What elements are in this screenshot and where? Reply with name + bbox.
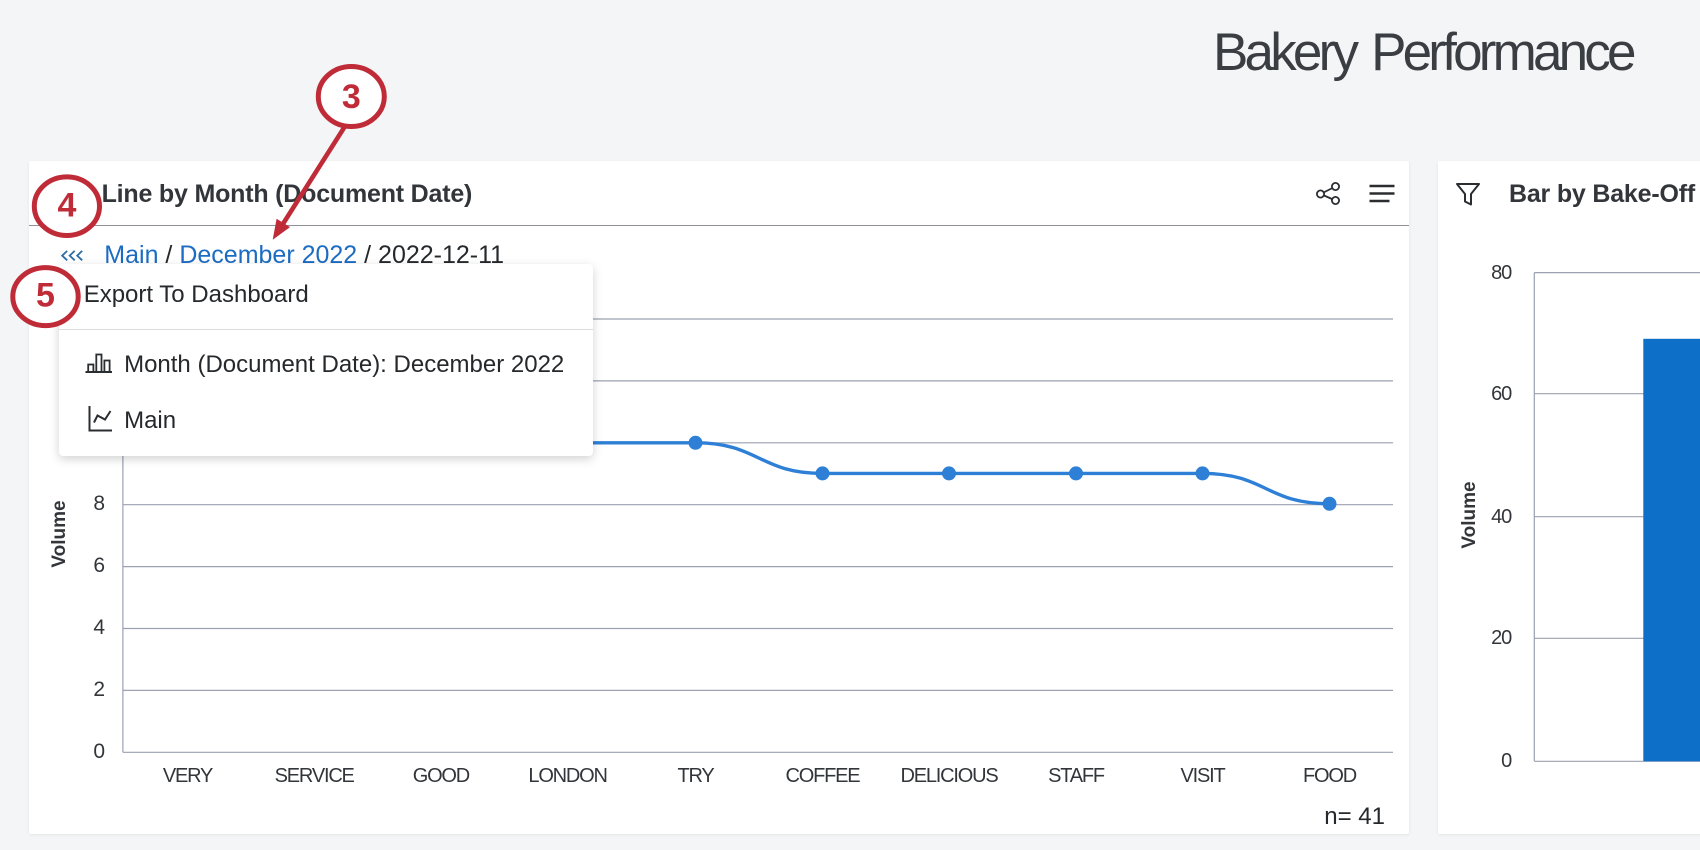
svg-text:3: 3 bbox=[342, 78, 361, 116]
svg-text:5: 5 bbox=[36, 277, 55, 315]
svg-text:4: 4 bbox=[57, 187, 76, 225]
